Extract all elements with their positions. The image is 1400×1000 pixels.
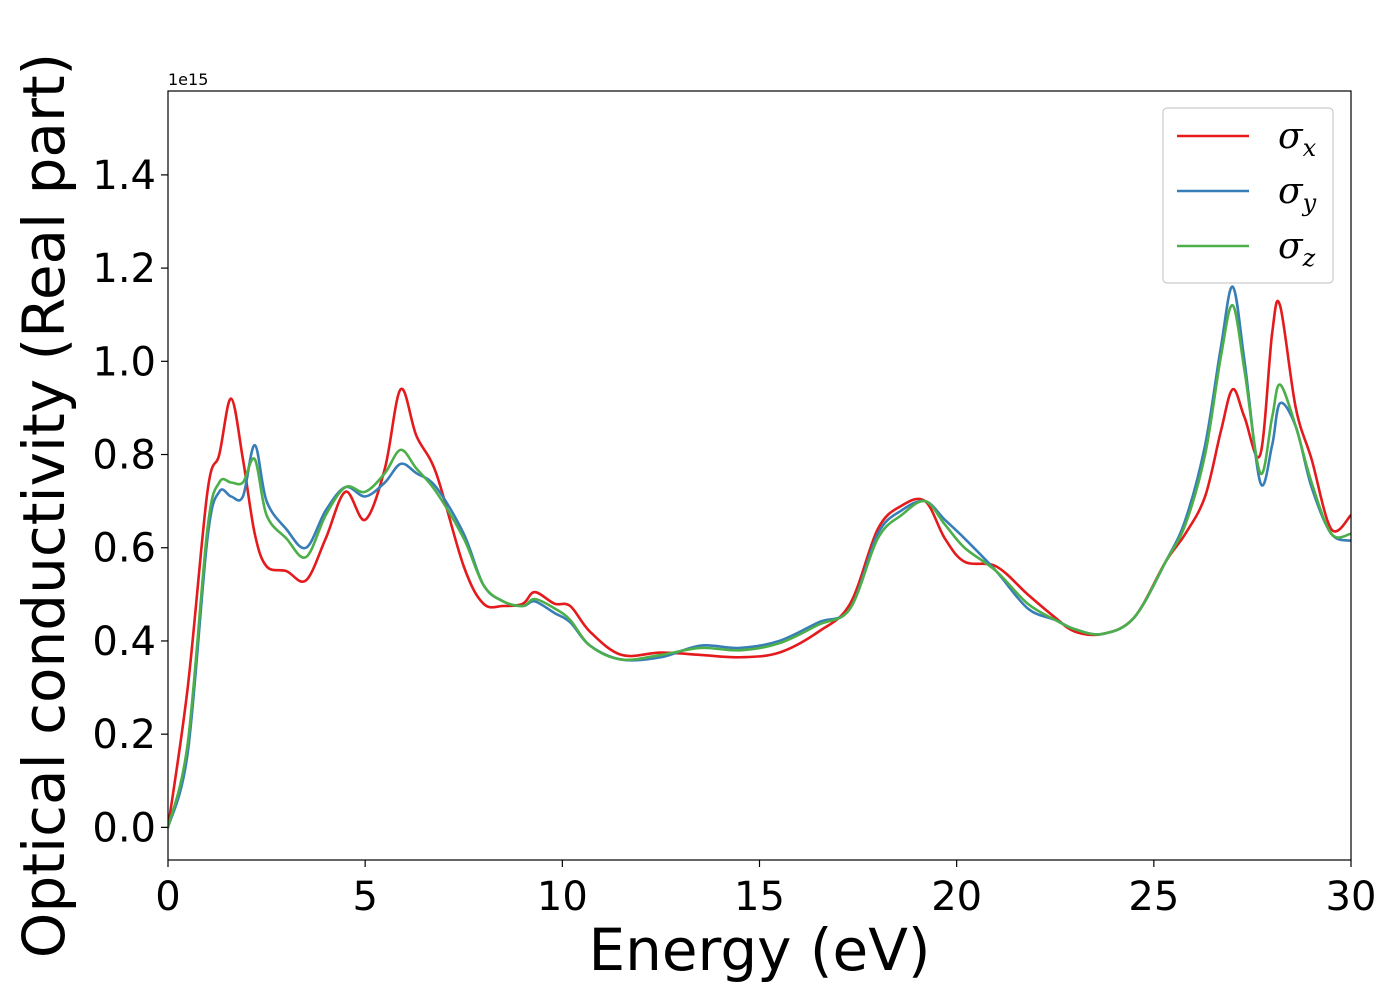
series-lines	[168, 285, 1351, 829]
y-axis-title: Optical conductivity (Real part)	[10, 53, 78, 958]
x-tick-label: 10	[537, 874, 588, 920]
legend-box	[1162, 107, 1334, 284]
y-tick-label: 0.4	[92, 619, 156, 665]
series-line-y	[168, 285, 1351, 829]
legend-subscript: x	[1303, 134, 1317, 162]
y-tick-label: 1.0	[92, 339, 156, 385]
y-tick-label: 1.2	[92, 246, 156, 292]
x-tick-label: 30	[1326, 874, 1377, 920]
legend-label-z: σz	[1278, 226, 1316, 272]
x-tick-label: 5	[352, 874, 377, 920]
y-tick-label: 1.4	[92, 153, 156, 199]
series-line-z	[168, 304, 1351, 829]
x-tick-label: 0	[155, 874, 180, 920]
y-tick-label: 0.0	[92, 805, 156, 851]
y-tick-label: 0.8	[92, 433, 156, 479]
y-tick-label: 0.2	[92, 712, 156, 758]
legend-symbol: σ	[1278, 226, 1304, 267]
x-tick-label: 20	[931, 874, 982, 920]
legend-label-x: σx	[1278, 116, 1317, 162]
x-axis-title: Energy (eV)	[588, 916, 930, 984]
x-tick-label: 15	[734, 874, 785, 920]
legend-symbol: σ	[1278, 171, 1304, 212]
y-offset-label: 1e15	[168, 70, 208, 89]
x-tick-label: 25	[1128, 874, 1179, 920]
legend-symbol: σ	[1278, 116, 1304, 157]
legend-label-y: σy	[1278, 171, 1317, 217]
series-line-x	[168, 299, 1351, 829]
y-tick-label: 0.6	[92, 526, 156, 572]
legend-subscript: z	[1302, 244, 1316, 272]
legend-subscript: y	[1302, 189, 1317, 217]
